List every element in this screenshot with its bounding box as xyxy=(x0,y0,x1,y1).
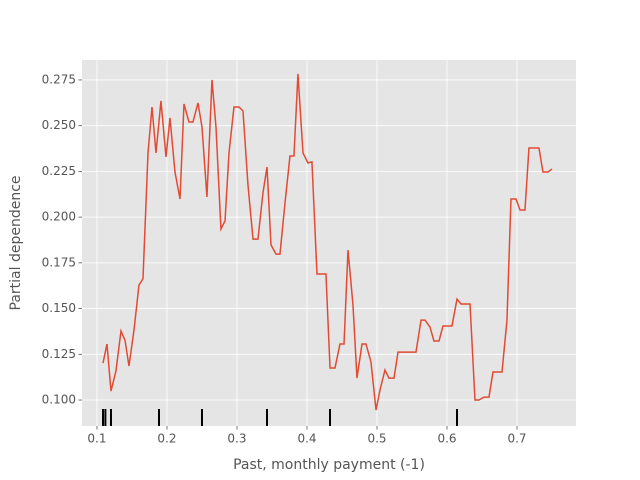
y-tick-label: 0.100 xyxy=(42,393,76,407)
y-tick-label: 0.200 xyxy=(42,210,76,224)
y-tick-label: 0.125 xyxy=(42,347,76,361)
x-tick-label: 0.2 xyxy=(157,432,176,446)
y-tick-label: 0.175 xyxy=(42,255,76,269)
plot-area xyxy=(82,60,576,426)
x-tick-label: 0.4 xyxy=(297,432,316,446)
x-tick-label: 0.6 xyxy=(437,432,456,446)
x-tick-label: 0.7 xyxy=(507,432,526,446)
x-tick-label: 0.5 xyxy=(367,432,386,446)
marks xyxy=(102,73,553,426)
y-tick-label: 0.150 xyxy=(42,301,76,315)
line xyxy=(102,73,553,411)
x-tick-label: 0.1 xyxy=(87,432,106,446)
x-axis-label: Past, monthly payment (-1) xyxy=(233,457,425,473)
y-tick-label: 0.275 xyxy=(42,72,76,86)
x-tick-label: 0.3 xyxy=(227,432,246,446)
y-tick-label: 0.250 xyxy=(42,118,76,132)
y-axis-label: Partial dependence xyxy=(8,175,24,310)
y-tick-label: 0.225 xyxy=(42,164,76,178)
grid: 0.100 0.125 0.150 0.175 0.200 0.225 0.250 0.275… xyxy=(42,60,576,446)
